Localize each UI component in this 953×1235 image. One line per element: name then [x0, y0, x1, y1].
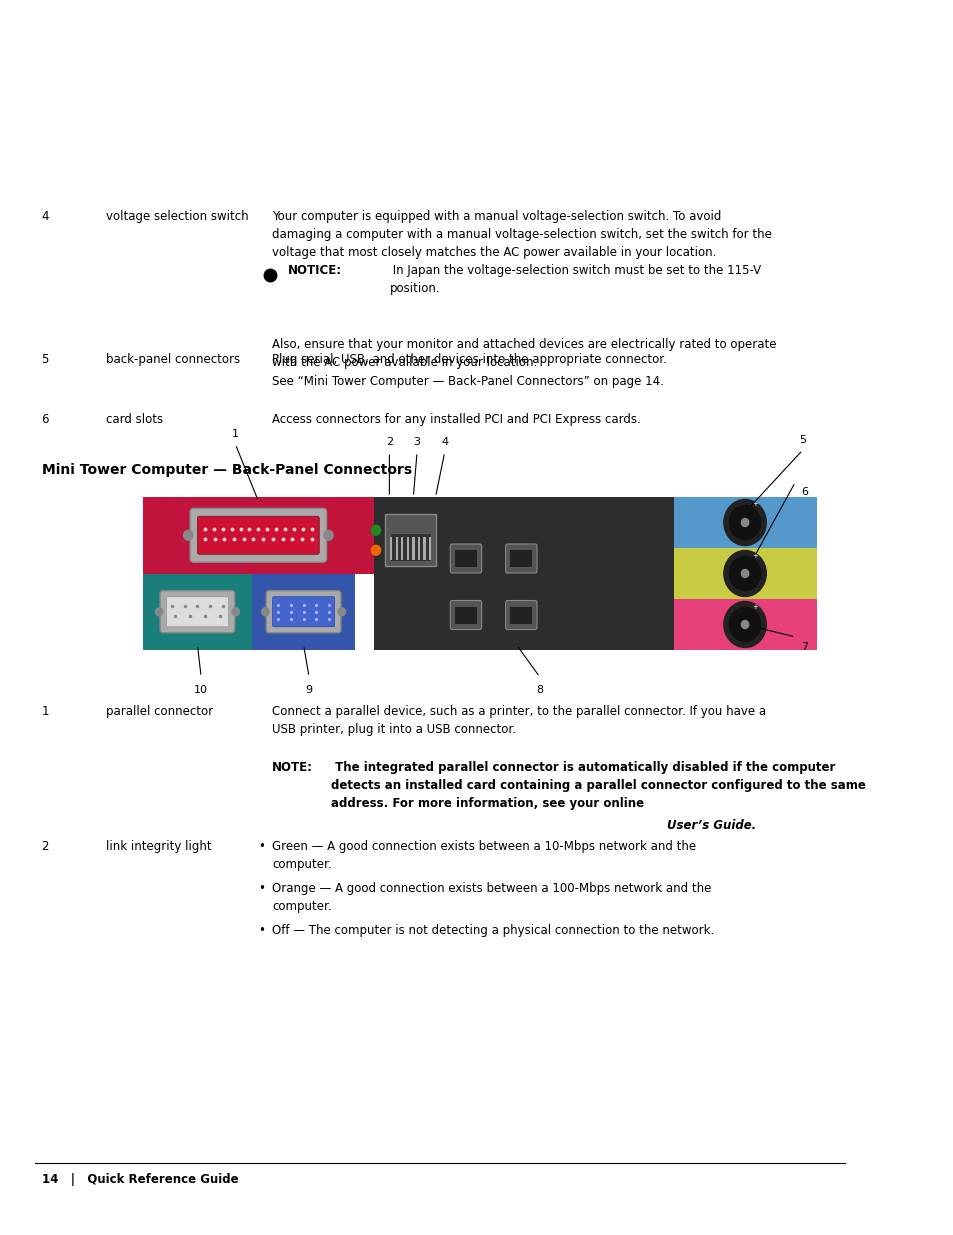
Text: 3: 3	[413, 437, 420, 447]
Text: NOTE:: NOTE:	[272, 761, 313, 774]
Text: See “Mini Tower Computer — Back-Panel Connectors” on page 14.: See “Mini Tower Computer — Back-Panel Co…	[272, 375, 663, 388]
Circle shape	[740, 620, 748, 629]
Text: 1: 1	[42, 705, 49, 718]
Text: parallel connector: parallel connector	[106, 705, 213, 718]
FancyBboxPatch shape	[160, 590, 234, 632]
Circle shape	[371, 525, 380, 535]
Text: •: •	[258, 924, 265, 937]
FancyBboxPatch shape	[390, 532, 431, 561]
Circle shape	[723, 601, 765, 647]
Bar	[406, 537, 409, 561]
Circle shape	[723, 551, 765, 597]
Bar	[428, 537, 431, 561]
FancyBboxPatch shape	[505, 543, 537, 573]
Text: 2: 2	[385, 437, 393, 447]
Circle shape	[323, 530, 333, 540]
Text: 4: 4	[42, 210, 49, 224]
Text: link integrity light: link integrity light	[106, 840, 212, 853]
Bar	[423, 537, 425, 561]
FancyBboxPatch shape	[510, 606, 532, 624]
Circle shape	[232, 608, 239, 616]
Text: •: •	[258, 882, 265, 895]
FancyBboxPatch shape	[673, 496, 816, 548]
Text: NOTICE:: NOTICE:	[288, 264, 341, 277]
Text: +: +	[752, 552, 758, 558]
FancyBboxPatch shape	[273, 597, 335, 626]
Text: 8: 8	[536, 685, 543, 695]
Text: Green — A good connection exists between a 10-Mbps network and the
computer.: Green — A good connection exists between…	[272, 840, 696, 871]
FancyBboxPatch shape	[143, 573, 252, 650]
Circle shape	[261, 608, 269, 616]
Text: •: •	[258, 840, 265, 853]
Text: 7: 7	[801, 642, 807, 652]
Text: In Japan the voltage-selection switch must be set to the 115-V
position.: In Japan the voltage-selection switch mu…	[389, 264, 760, 295]
Text: Also, ensure that your monitor and attached devices are electrically rated to op: Also, ensure that your monitor and attac…	[272, 338, 776, 369]
Text: 5: 5	[799, 435, 805, 445]
FancyBboxPatch shape	[455, 550, 476, 567]
Circle shape	[740, 519, 748, 526]
FancyBboxPatch shape	[673, 548, 816, 599]
Text: 5: 5	[42, 353, 49, 366]
Circle shape	[183, 530, 193, 540]
FancyBboxPatch shape	[455, 606, 476, 624]
FancyBboxPatch shape	[167, 597, 228, 626]
Circle shape	[729, 608, 760, 641]
Text: 4: 4	[440, 437, 448, 447]
Text: +: +	[752, 501, 758, 508]
Text: voltage selection switch: voltage selection switch	[106, 210, 249, 224]
FancyBboxPatch shape	[510, 550, 532, 567]
Text: 14   |   Quick Reference Guide: 14 | Quick Reference Guide	[42, 1173, 238, 1186]
FancyBboxPatch shape	[143, 496, 374, 573]
Text: Connect a parallel device, such as a printer, to the parallel connector. If you : Connect a parallel device, such as a pri…	[272, 705, 765, 736]
Circle shape	[155, 608, 163, 616]
Circle shape	[371, 545, 380, 556]
Text: 9: 9	[305, 685, 313, 695]
Text: back-panel connectors: back-panel connectors	[106, 353, 240, 366]
Text: 10: 10	[194, 685, 208, 695]
Text: card slots: card slots	[106, 412, 163, 426]
Text: Off — The computer is not detecting a physical connection to the network.: Off — The computer is not detecting a ph…	[272, 924, 714, 937]
Text: 6: 6	[42, 412, 49, 426]
Circle shape	[337, 608, 345, 616]
FancyBboxPatch shape	[252, 573, 355, 650]
Bar	[412, 537, 415, 561]
Bar	[417, 537, 419, 561]
Text: 1: 1	[232, 429, 238, 438]
Text: Plug serial, USB, and other devices into the appropriate connector.: Plug serial, USB, and other devices into…	[272, 353, 666, 366]
FancyBboxPatch shape	[385, 514, 436, 567]
FancyBboxPatch shape	[374, 496, 673, 650]
FancyBboxPatch shape	[450, 600, 481, 630]
Bar	[390, 537, 392, 561]
Text: Orange — A good connection exists between a 100-Mbps network and the
computer.: Orange — A good connection exists betwee…	[272, 882, 711, 913]
Circle shape	[729, 505, 760, 540]
Bar	[400, 537, 403, 561]
FancyBboxPatch shape	[190, 509, 326, 562]
Text: 6: 6	[801, 487, 807, 496]
Text: 2: 2	[42, 840, 49, 853]
Circle shape	[729, 557, 760, 590]
Circle shape	[723, 499, 765, 546]
FancyBboxPatch shape	[673, 599, 816, 650]
FancyBboxPatch shape	[505, 600, 537, 630]
Bar	[395, 537, 397, 561]
FancyBboxPatch shape	[197, 516, 319, 555]
Text: The integrated parallel connector is automatically disabled if the computer
dete: The integrated parallel connector is aut…	[331, 761, 865, 810]
Text: Access connectors for any installed PCI and PCI Express cards.: Access connectors for any installed PCI …	[272, 412, 640, 426]
Circle shape	[740, 569, 748, 578]
Text: +: +	[752, 604, 758, 610]
FancyBboxPatch shape	[266, 590, 340, 632]
Text: User’s Guide.: User’s Guide.	[666, 819, 756, 832]
FancyBboxPatch shape	[450, 543, 481, 573]
Text: Your computer is equipped with a manual voltage-selection switch. To avoid
damag: Your computer is equipped with a manual …	[272, 210, 771, 259]
Text: Mini Tower Computer — Back-Panel Connectors: Mini Tower Computer — Back-Panel Connect…	[42, 463, 411, 477]
